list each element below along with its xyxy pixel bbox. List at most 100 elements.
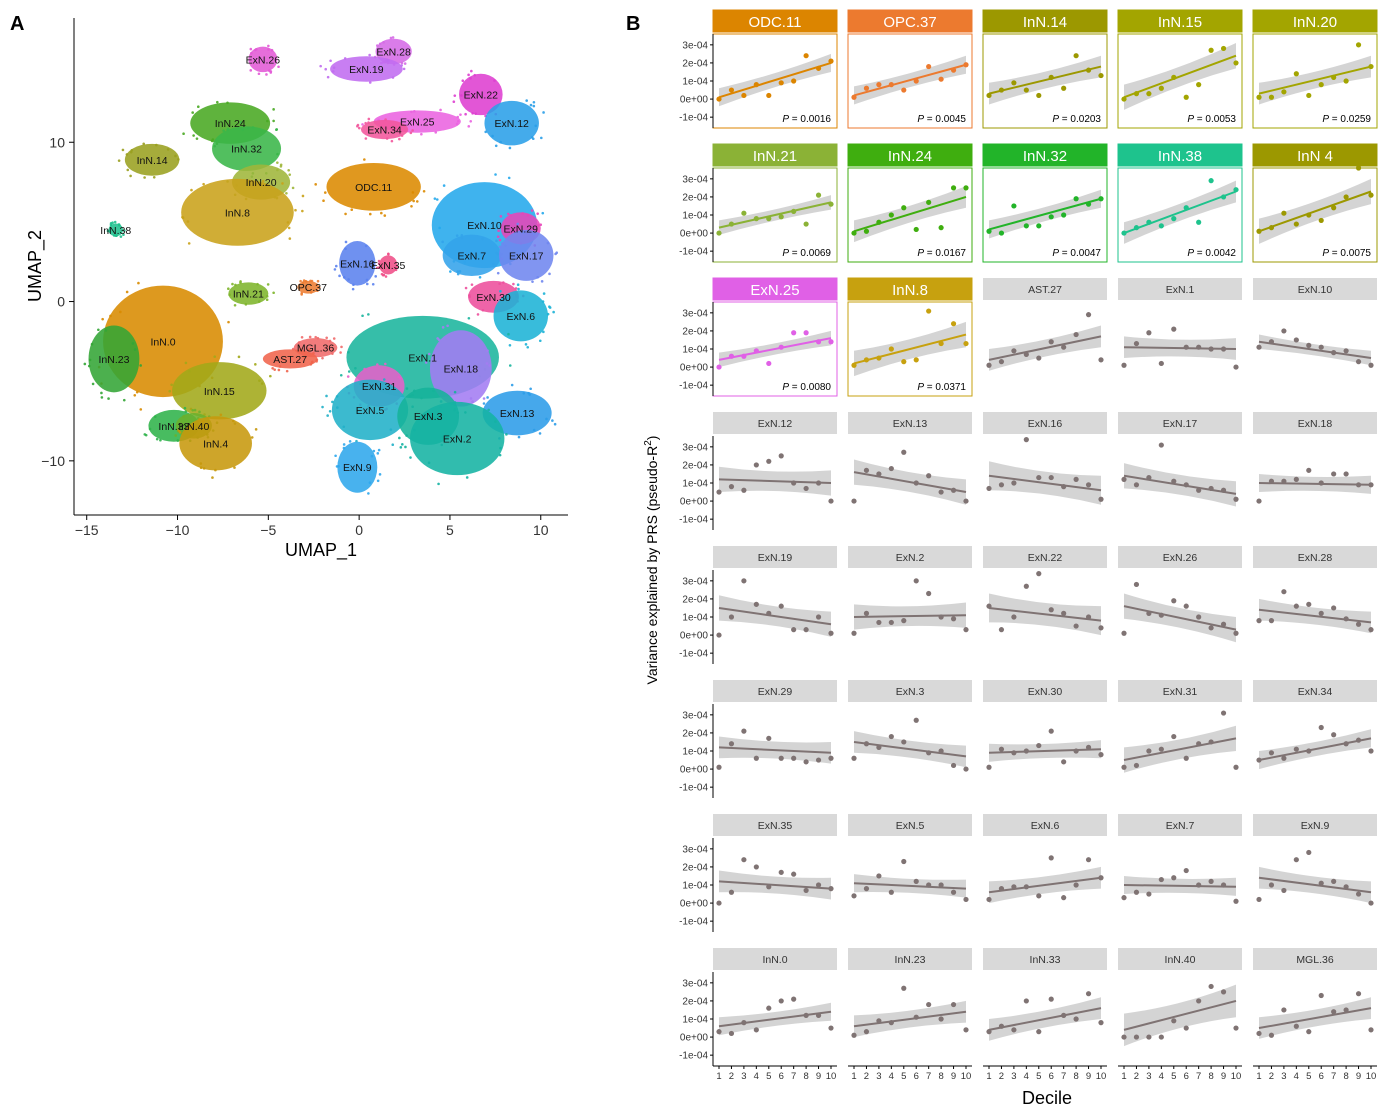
decile-point xyxy=(1183,94,1189,100)
umap-cell-point xyxy=(166,148,170,151)
decile-point xyxy=(1256,344,1262,350)
umap-cell-point xyxy=(495,239,498,243)
decile-point xyxy=(716,900,722,906)
facet-strip-label: ODC.11 xyxy=(748,14,801,31)
decile-point xyxy=(778,603,784,609)
x-tick-label: 9 xyxy=(1221,1071,1226,1082)
x-tick-label: 9 xyxy=(1356,1071,1361,1082)
decile-point xyxy=(901,87,907,93)
decile-point xyxy=(913,578,919,584)
facet-ast-27: AST.27 xyxy=(983,278,1107,371)
umap-cell-point xyxy=(460,94,463,97)
umap-cell-point xyxy=(202,467,206,470)
y-tick-label: 3e-04 xyxy=(682,844,708,855)
decile-point xyxy=(1171,216,1177,222)
umap-cell-point xyxy=(460,236,464,240)
decile-point xyxy=(828,630,834,636)
umap-cell-point xyxy=(380,211,383,215)
decile-point xyxy=(1048,855,1054,861)
umap-cell-point xyxy=(321,356,324,360)
decile-point xyxy=(1355,482,1362,488)
decile-point xyxy=(863,357,870,363)
decile-point xyxy=(851,630,857,636)
decile-point xyxy=(901,359,907,365)
facet-strip-label: ExN.16 xyxy=(1028,418,1063,430)
facet-strip xyxy=(982,9,1108,33)
decile-point xyxy=(950,487,957,493)
decile-point xyxy=(753,1027,759,1033)
decile-point xyxy=(888,82,894,88)
decile-point xyxy=(791,627,797,633)
decile-point xyxy=(888,212,894,218)
umap-cell-point xyxy=(456,270,460,273)
umap-cell-point xyxy=(415,200,419,203)
umap-cell-point xyxy=(257,72,261,76)
decile-point xyxy=(803,330,809,336)
x-tick-label: 7 xyxy=(1061,1071,1066,1082)
y-tick-label: 2e-04 xyxy=(682,862,708,873)
decile-point xyxy=(913,78,919,84)
decile-point xyxy=(1098,625,1104,631)
decile-point xyxy=(1293,857,1299,863)
regression-line xyxy=(853,471,967,494)
umap-cell-point xyxy=(271,366,274,370)
regression-line xyxy=(853,882,967,890)
umap-cell-point xyxy=(551,419,554,422)
regression-line xyxy=(718,478,832,484)
umap-cell-point xyxy=(348,440,352,443)
umap-cell-point xyxy=(493,79,496,82)
umap-cell-point xyxy=(530,136,534,139)
umap-cell-point xyxy=(502,281,505,284)
umap-cell-point xyxy=(545,417,548,421)
decile-point xyxy=(1318,992,1324,999)
decile-point xyxy=(1171,598,1177,604)
umap-cluster xyxy=(179,416,252,471)
decile-point xyxy=(815,614,822,620)
umap-cell-point xyxy=(133,393,137,397)
umap-cell-point xyxy=(315,360,318,363)
umap-cell-point xyxy=(227,320,230,324)
x-tick-label: 3 xyxy=(1281,1071,1286,1082)
decile-point xyxy=(728,221,735,227)
umap-cell-point xyxy=(437,482,440,486)
facet-inn-38: InN.38 P = 0.0042 xyxy=(1117,143,1243,263)
umap-cluster xyxy=(124,143,180,176)
umap-cell-point xyxy=(249,69,253,72)
umap-cell-point xyxy=(552,310,555,314)
umap-cell-point xyxy=(97,328,100,332)
x-tick-label: 10 xyxy=(1096,1071,1107,1082)
p-symbol: P xyxy=(782,248,789,259)
decile-point xyxy=(938,614,944,620)
umap-cell-point xyxy=(403,62,407,65)
decile-point xyxy=(888,733,894,740)
facet-inn-32: InN.32 P = 0.0047 xyxy=(982,143,1108,263)
decile-point xyxy=(1011,1027,1017,1033)
y-tick-label: 3e-04 xyxy=(682,710,708,721)
facet-strip xyxy=(848,948,972,970)
umap-cell-point xyxy=(192,134,195,137)
decile-point xyxy=(1061,212,1067,218)
x-axis-title: Decile xyxy=(1022,1088,1072,1108)
facet-strip xyxy=(1253,948,1377,970)
decile-point xyxy=(1233,60,1239,66)
umap-cell-point xyxy=(130,148,134,152)
facet-inn-15: InN.15 P = 0.0053 xyxy=(1117,9,1243,129)
decile-point xyxy=(926,1001,932,1008)
umap-cell-point xyxy=(372,449,376,453)
umap-cluster-label: ExN.5 xyxy=(356,405,385,417)
facet-strip-label: ExN.9 xyxy=(1301,820,1330,832)
regression-line xyxy=(1258,876,1372,894)
decile-point xyxy=(1048,474,1054,481)
facet-strip xyxy=(713,948,837,970)
x-tick-label: 7 xyxy=(1196,1071,1201,1082)
umap-cluster-label: InN.8 xyxy=(225,207,250,219)
decile-point xyxy=(1318,344,1324,350)
umap-cell-point xyxy=(198,418,201,421)
decile-point xyxy=(1061,1012,1067,1018)
umap-cluster-label: InN.33 xyxy=(158,421,189,433)
decile-point xyxy=(766,92,772,99)
umap-cell-point xyxy=(363,158,366,161)
decile-point xyxy=(1183,867,1189,874)
umap-cell-point xyxy=(347,278,350,281)
decile-point xyxy=(863,228,870,234)
